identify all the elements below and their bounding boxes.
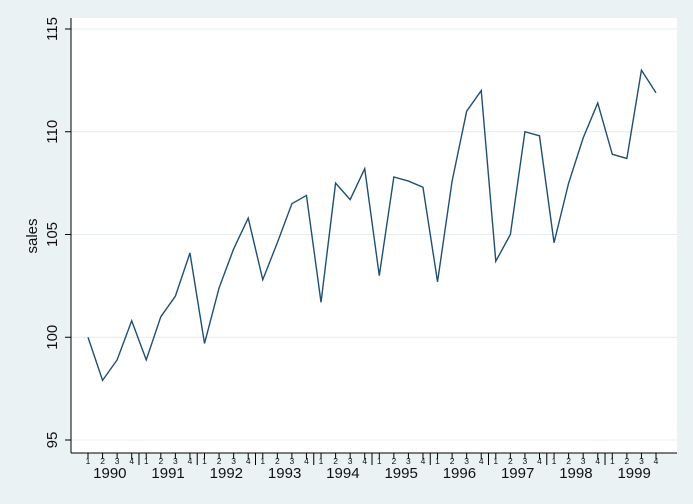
x-quarter-label: 3 <box>523 456 528 466</box>
x-quarter-label: 2 <box>217 456 222 466</box>
x-quarter-label: 4 <box>246 456 251 466</box>
x-quarter-label: 4 <box>362 456 367 466</box>
x-quarter-label: 4 <box>421 456 426 466</box>
x-quarter-label: 1 <box>260 456 265 466</box>
x-quarter-label: 2 <box>566 456 571 466</box>
x-quarter-label: 4 <box>654 456 659 466</box>
x-year-label: 1995 <box>384 465 417 482</box>
y-tick-label: 105 <box>44 222 61 247</box>
x-quarter-label: 3 <box>581 456 586 466</box>
x-year-label: 1993 <box>268 465 301 482</box>
y-tick-label: 95 <box>44 432 61 449</box>
x-quarter-label: 2 <box>625 456 630 466</box>
x-year-label: 1999 <box>617 465 650 482</box>
x-year-label: 1994 <box>326 465 359 482</box>
x-quarter-label: 1 <box>435 456 440 466</box>
x-year-label: 1996 <box>443 465 476 482</box>
series-group <box>87 68 657 382</box>
x-year-label: 1998 <box>559 465 592 482</box>
x-quarter-label: 3 <box>464 456 469 466</box>
x-year-label: 1997 <box>501 465 534 482</box>
x-quarter-label: 4 <box>129 456 134 466</box>
x-quarter-label: 1 <box>202 456 207 466</box>
x-quarter-label: 1 <box>610 456 615 466</box>
x-quarter-label: 3 <box>348 456 353 466</box>
y-tick-label: 115 <box>44 17 61 41</box>
x-quarter-label: 1 <box>144 456 149 466</box>
x-quarter-label: 4 <box>479 456 484 466</box>
x-year-label: 1990 <box>93 465 126 482</box>
x-quarter-label: 4 <box>188 456 193 466</box>
y-tick-label: 110 <box>44 120 61 144</box>
x-quarter-label: 2 <box>158 456 163 466</box>
x-quarter-label: 3 <box>639 456 644 466</box>
x-quarter-label: 4 <box>595 456 600 466</box>
y-axis-title: sales <box>24 218 41 253</box>
x-year-label: 1991 <box>151 465 184 482</box>
x-quarter-label: 2 <box>450 456 455 466</box>
x-quarter-label: 2 <box>100 456 105 466</box>
y-axis: 95 100 105 110 115 <box>44 17 72 453</box>
x-quarter-label: 3 <box>231 456 236 466</box>
x-quarter-label: 4 <box>304 456 309 466</box>
series-line <box>87 68 657 382</box>
x-quarter-label: 3 <box>173 456 178 466</box>
x-quarter-label: 4 <box>537 456 542 466</box>
x-quarter-label: 2 <box>508 456 513 466</box>
x-quarter-label: 3 <box>406 456 411 466</box>
x-quarter-label: 1 <box>319 456 324 466</box>
x-quarter-label: 1 <box>493 456 498 466</box>
x-quarter-label: 1 <box>552 456 557 466</box>
x-quarter-label: 1 <box>86 456 91 466</box>
x-quarter-label: 3 <box>115 456 120 466</box>
x-quarter-label: 3 <box>290 456 295 466</box>
x-quarter-label: 2 <box>275 456 280 466</box>
x-year-label: 1992 <box>210 465 243 482</box>
x-quarter-label: 2 <box>391 456 396 466</box>
x-quarter-label: 1 <box>377 456 382 466</box>
x-quarter-label: 2 <box>333 456 338 466</box>
y-tick-label: 100 <box>44 325 61 350</box>
